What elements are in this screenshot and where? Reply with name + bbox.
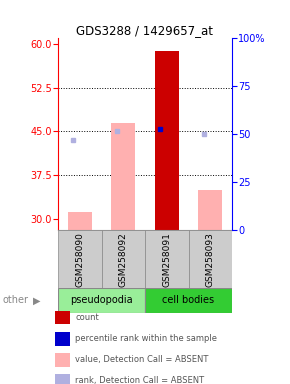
Text: GSM258091: GSM258091 xyxy=(162,232,171,286)
Text: GSM258092: GSM258092 xyxy=(119,232,128,286)
Bar xyxy=(145,288,232,313)
Bar xyxy=(188,230,232,288)
Text: count: count xyxy=(75,313,99,322)
Bar xyxy=(145,230,188,288)
Bar xyxy=(111,123,135,230)
Text: pseudopodia: pseudopodia xyxy=(70,295,133,306)
Text: GSM258090: GSM258090 xyxy=(75,232,84,286)
Text: ▶: ▶ xyxy=(33,295,41,306)
Text: GSM258093: GSM258093 xyxy=(206,232,215,286)
Bar xyxy=(68,212,92,230)
Bar xyxy=(58,230,102,288)
Text: cell bodies: cell bodies xyxy=(162,295,215,306)
Bar xyxy=(155,51,179,230)
Text: rank, Detection Call = ABSENT: rank, Detection Call = ABSENT xyxy=(75,376,204,384)
Text: other: other xyxy=(3,295,29,306)
Bar xyxy=(198,190,222,230)
Text: value, Detection Call = ABSENT: value, Detection Call = ABSENT xyxy=(75,355,209,364)
Text: percentile rank within the sample: percentile rank within the sample xyxy=(75,334,218,343)
Bar xyxy=(102,230,145,288)
Bar xyxy=(58,288,145,313)
Title: GDS3288 / 1429657_at: GDS3288 / 1429657_at xyxy=(77,24,213,37)
